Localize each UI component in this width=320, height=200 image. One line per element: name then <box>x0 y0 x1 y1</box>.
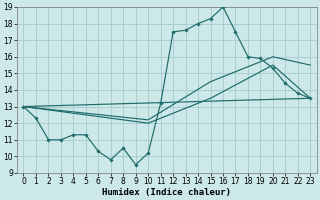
X-axis label: Humidex (Indice chaleur): Humidex (Indice chaleur) <box>102 188 231 197</box>
